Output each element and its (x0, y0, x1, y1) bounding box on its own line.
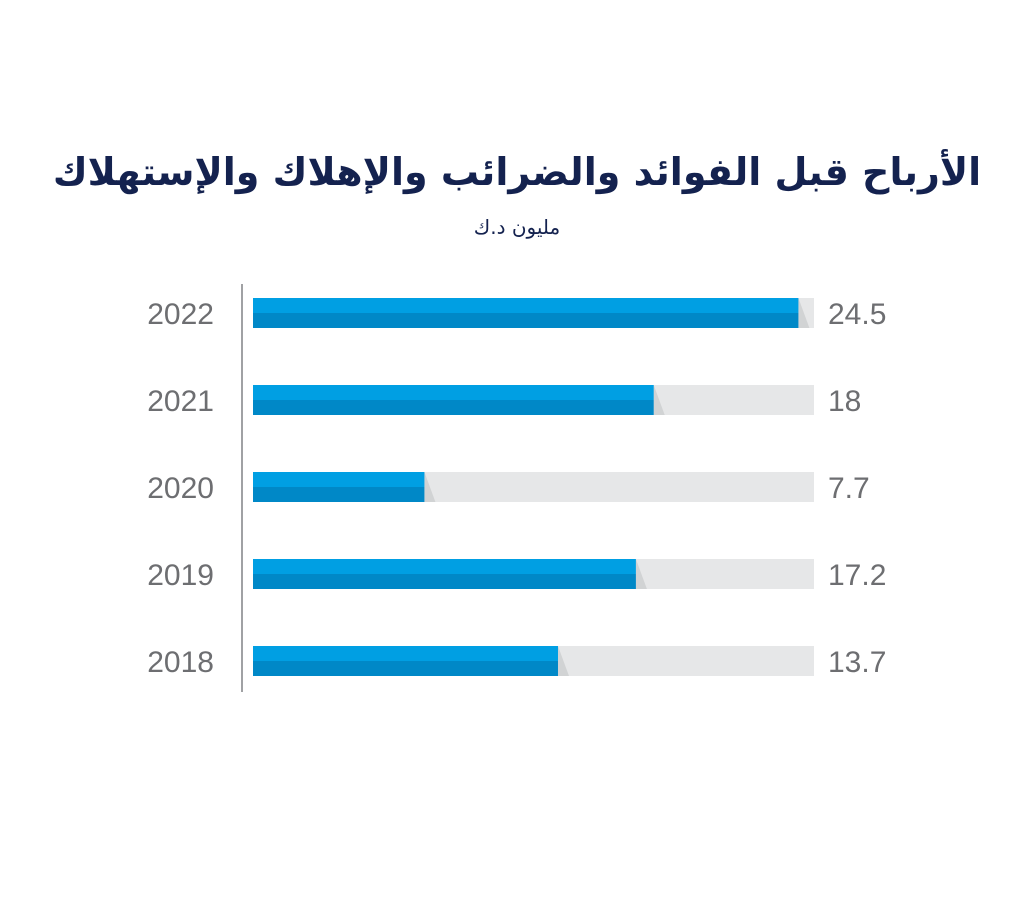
category-label: 2021 (147, 385, 214, 418)
chart-title: الأرباح قبل الفوائد والضرائب والإهلاك وا… (52, 150, 982, 194)
bar-shadow (424, 472, 436, 502)
bar-row: 2019 17.2 (147, 559, 886, 592)
bar-lower (253, 574, 636, 589)
value-label: 18 (828, 385, 861, 418)
bar-lower (253, 400, 654, 415)
bar (253, 385, 654, 400)
bar-lower (253, 661, 558, 676)
bar-row: 2018 13.7 (147, 646, 886, 679)
bar (253, 559, 636, 574)
chart-subtitle: مليون د.ك (473, 215, 561, 239)
bar-lower (253, 313, 799, 328)
value-label: 7.7 (828, 472, 870, 505)
category-label: 2022 (147, 298, 214, 331)
value-label: 17.2 (828, 559, 886, 592)
bar-shadow (635, 559, 647, 589)
bar-shadow (653, 385, 665, 415)
value-label: 13.7 (828, 646, 886, 679)
value-label: 24.5 (828, 298, 886, 331)
category-label: 2020 (147, 472, 214, 505)
bar-row: 2022 24.5 (147, 298, 886, 331)
bar-row: 2021 18 (147, 385, 861, 418)
bar-lower (253, 487, 425, 502)
bar-row: 2020 7.7 (147, 472, 870, 505)
bar-shadow (557, 646, 569, 676)
bar (253, 298, 799, 313)
category-label: 2018 (147, 646, 214, 679)
bar (253, 646, 558, 661)
category-label: 2019 (147, 559, 214, 592)
bar-shadow (798, 298, 810, 328)
bar (253, 472, 425, 487)
